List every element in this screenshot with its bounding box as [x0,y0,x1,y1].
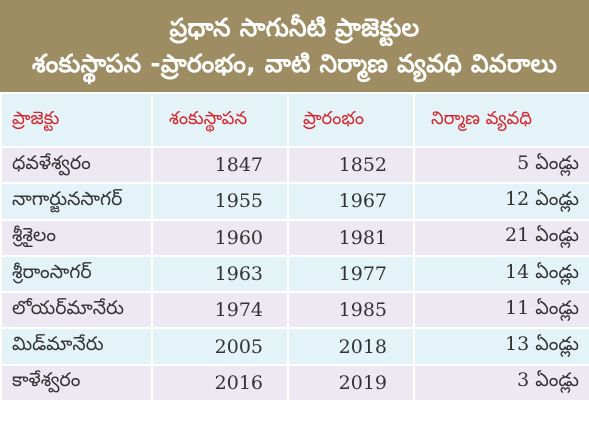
table-row: ధవళేశ్వరం 1847 1852 5 ఏండ్లు [0,145,589,185]
duration-unit: ఏండ్లు [535,260,579,283]
table-row: నాగార్జునసాగర్ 1955 1967 12 ఏండ్లు [0,182,589,221]
start-year: 1977 [287,254,415,294]
header-start: ప్రారంభం [287,92,415,148]
title-banner: ప్రధాన సాగునీటి ప్రాజెక్టుల శంకుస్థాపన -… [0,0,589,92]
duration-value: 3 [517,369,530,392]
project-name: నాగార్జునసాగర్ [0,182,153,221]
duration-unit: ఏండ్లు [535,187,579,210]
duration-unit: ఏండ్లు [535,296,579,319]
duration-value: 21 [504,224,530,247]
start-year: 1981 [287,218,415,257]
foundation-year: 1963 [151,254,289,294]
foundation-year: 1960 [151,218,289,257]
table-row: మిడ్‌మానేరు 2005 2018 13 ఏండ్లు [0,327,589,366]
start-year: 2018 [287,327,415,366]
project-name: మిడ్‌మానేరు [0,327,153,366]
title-line-1: ప్రధాన సాగునీటి ప్రాజెక్టుల [169,13,420,42]
construction-duration: 11 ఏండ్లు [413,291,589,330]
project-name: శ్రీరాంసాగర్ [0,254,153,294]
duration-value: 5 [517,151,530,174]
start-year: 1852 [287,145,415,185]
duration-value: 12 [504,187,530,210]
table-row: కాళేశ్వరం 2016 2019 3 ఏండ్లు [0,363,589,403]
construction-duration: 21 ఏండ్లు [413,218,589,257]
duration-value: 11 [504,296,530,319]
duration-unit: ఏండ్లు [535,224,579,247]
title-line-2: శంకుస్థాపన -ప్రారంభం, వాటి నిర్మాణ వ్యవధ… [31,49,558,78]
header-project: ప్రాజెక్టు [0,92,153,148]
duration-unit: ఏండ్లు [535,333,579,356]
header-foundation: శంకుస్థాపన [151,92,289,148]
project-name: లోయర్‌మానేరు [0,291,153,330]
foundation-year: 2005 [151,327,289,366]
construction-duration: 12 ఏండ్లు [413,182,589,221]
construction-duration: 14 ఏండ్లు [413,254,589,294]
header-duration: నిర్మాణ వ్యవధి [413,92,589,148]
duration-unit: ఏండ్లు [535,369,579,392]
duration-unit: ఏండ్లు [535,151,579,174]
foundation-year: 2016 [151,363,289,403]
start-year: 1985 [287,291,415,330]
duration-value: 14 [504,260,530,283]
foundation-year: 1974 [151,291,289,330]
construction-duration: 13 ఏండ్లు [413,327,589,366]
construction-duration: 5 ఏండ్లు [413,145,589,185]
construction-duration: 3 ఏండ్లు [413,363,589,403]
table-row: లోయర్‌మానేరు 1974 1985 11 ఏండ్లు [0,291,589,330]
foundation-year: 1847 [151,145,289,185]
project-name: ధవళేశ్వరం [0,145,153,185]
project-name: కాళేశ్వరం [0,363,153,403]
projects-table: ప్రాజెక్టు శంకుస్థాపన ప్రారంభం నిర్మాణ వ… [0,92,589,403]
project-name: శ్రీశైలం [0,218,153,257]
duration-value: 13 [504,333,530,356]
start-year: 2019 [287,363,415,403]
table-row: శ్రీరాంసాగర్ 1963 1977 14 ఏండ్లు [0,254,589,294]
table-header-row: ప్రాజెక్టు శంకుస్థాపన ప్రారంభం నిర్మాణ వ… [0,92,589,148]
table-row: శ్రీశైలం 1960 1981 21 ఏండ్లు [0,218,589,257]
foundation-year: 1955 [151,182,289,221]
start-year: 1967 [287,182,415,221]
